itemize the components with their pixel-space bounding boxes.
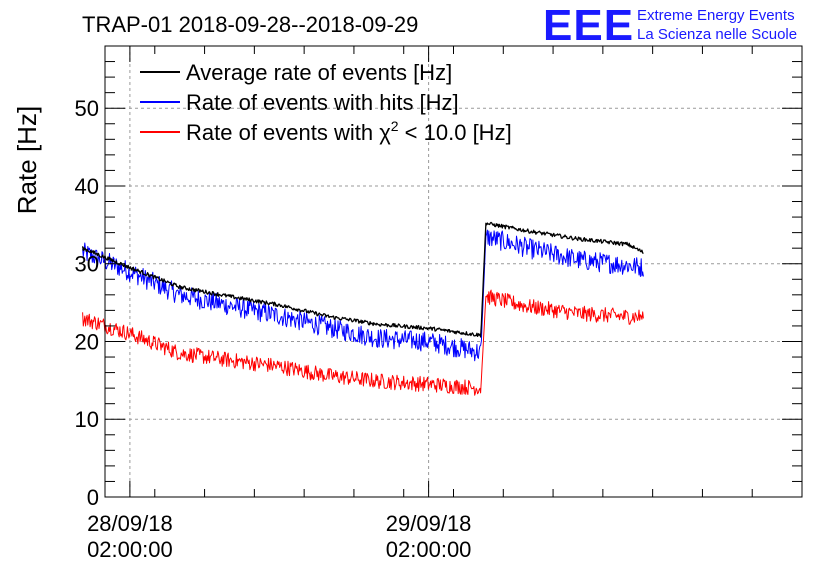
series-line-1 bbox=[82, 229, 644, 362]
y-axis-title: Rate [Hz] bbox=[12, 106, 42, 214]
y-tick-label: 50 bbox=[75, 96, 99, 121]
chart-title: TRAP-01 2018-09-28--2018-09-29 bbox=[82, 12, 418, 37]
logo-line1: Extreme Energy Events bbox=[637, 7, 795, 24]
x-tick-label-date: 28/09/18 bbox=[87, 511, 173, 536]
y-tick-label: 40 bbox=[75, 174, 99, 199]
y-tick-label: 10 bbox=[75, 407, 99, 432]
legend-label: Rate of events with χ2 < 10.0 [Hz] bbox=[186, 118, 512, 145]
x-tick-label-time: 02:00:00 bbox=[386, 537, 472, 562]
legend-label-suffix: < 10.0 [Hz] bbox=[399, 120, 512, 145]
x-tick-label-date: 29/09/18 bbox=[386, 511, 472, 536]
eee-logo: EEE Extreme Energy Events La Scienza nel… bbox=[543, 1, 797, 50]
x-tick-label-time: 02:00:00 bbox=[87, 537, 173, 562]
legend-label-text: Average rate of events [Hz] bbox=[186, 60, 452, 85]
legend-label: Average rate of events [Hz] bbox=[186, 60, 452, 85]
logo-line2: La Scienza nelle Scuole bbox=[637, 26, 797, 43]
legend-label-text: Rate of events with χ bbox=[186, 120, 391, 145]
y-tick-label: 0 bbox=[87, 485, 99, 510]
legend: Average rate of events [Hz] Rate of event… bbox=[140, 60, 512, 145]
grid-lines bbox=[105, 46, 802, 497]
series-layer bbox=[81, 221, 644, 396]
logo-mark: EEE bbox=[543, 1, 634, 50]
legend-label-text: Rate of events with hits [Hz] bbox=[186, 90, 459, 115]
legend-label-superscript: 2 bbox=[391, 118, 399, 134]
y-tick-label: 20 bbox=[75, 329, 99, 354]
y-tick-label: 30 bbox=[75, 252, 99, 277]
axes: 0102030405028/09/1802:00:0029/09/1802:00… bbox=[75, 45, 803, 562]
legend-label: Rate of events with hits [Hz] bbox=[186, 90, 459, 115]
series-line-2 bbox=[82, 289, 644, 396]
series-line-0 bbox=[81, 221, 644, 338]
